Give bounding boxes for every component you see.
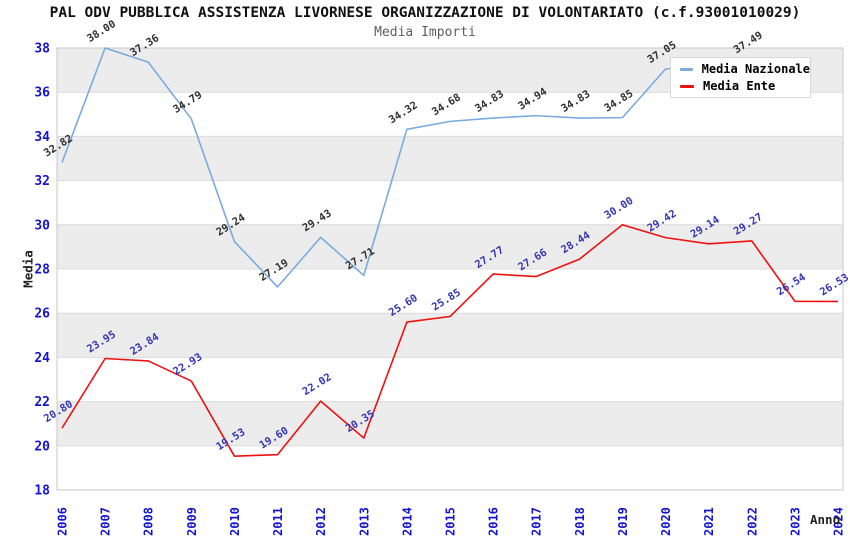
media-nazionale-line-swatch [680, 67, 693, 71]
plot-band [57, 136, 843, 181]
plot-band [57, 224, 843, 269]
y-tick-label: 32 [34, 174, 50, 189]
x-tick-label: 2024 [832, 507, 846, 536]
plot-band [57, 445, 843, 490]
x-tick-label: 2018 [573, 507, 587, 536]
plot-band [57, 357, 843, 402]
y-tick-label: 20 [34, 439, 50, 454]
x-tick-label: 2006 [56, 507, 70, 536]
y-tick-label: 38 [34, 42, 50, 57]
y-tick-label: 26 [34, 307, 50, 322]
series-line-media-nazionale [61, 47, 752, 288]
x-tick-label: 2014 [400, 507, 414, 536]
chart-title: PAL ODV PUBBLICA ASSISTENZA LIVORNESE OR… [49, 5, 801, 21]
x-tick-label: 2008 [142, 507, 156, 536]
plot-border [56, 47, 844, 491]
y-tick-label: 34 [34, 130, 50, 145]
x-tick-label: 2017 [530, 507, 544, 536]
y-tick-label: 28 [34, 263, 50, 278]
series-line-media-ente [61, 224, 839, 457]
data-point-label: 38.00 [85, 18, 118, 45]
plot-band [57, 313, 843, 358]
y-tick-label: 22 [34, 395, 50, 410]
legend-item-media-ente: Media Ente [680, 80, 810, 92]
chart-legend: Media Nazionale Media Ente [670, 57, 811, 98]
legend-label-media-ente: Media Ente [703, 79, 776, 93]
y-tick-label: 24 [34, 351, 50, 366]
plot-band [57, 180, 843, 225]
plot-band [57, 269, 843, 314]
y-axis-title: Media [20, 250, 36, 288]
plot-band [57, 401, 843, 446]
x-tick-label: 2019 [616, 507, 630, 536]
x-tick-label: 2015 [444, 507, 458, 536]
y-tick-label: 18 [34, 484, 50, 499]
x-tick-label: 2016 [487, 507, 501, 536]
x-tick-label: 2023 [788, 507, 802, 536]
legend-item-media-nazionale: Media Nazionale [680, 63, 810, 75]
x-tick-label: 2009 [185, 507, 199, 536]
x-tick-label: 2013 [357, 507, 371, 536]
x-axis-title: Anno [810, 512, 841, 527]
x-tick-label: 2012 [314, 507, 328, 536]
x-tick-label: 2020 [659, 507, 673, 536]
y-tick-label: 36 [34, 86, 50, 101]
chart-subtitle: Media Importi [374, 25, 476, 40]
media-ente-line-swatch [680, 84, 694, 88]
x-tick-label: 2007 [99, 507, 113, 536]
legend-label-media-nazionale: Media Nazionale [701, 62, 810, 76]
x-tick-label: 2010 [228, 507, 242, 536]
y-tick-label: 30 [34, 218, 50, 233]
x-tick-label: 2011 [271, 507, 285, 536]
x-tick-label: 2022 [745, 507, 759, 536]
x-tick-label: 2021 [702, 507, 716, 536]
